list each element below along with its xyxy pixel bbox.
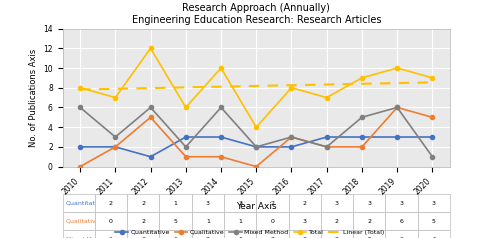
X-axis label: Year Axis: Year Axis bbox=[236, 202, 277, 211]
Title: Research Approach (Annually)
Engineering Education Research: Research Articles: Research Approach (Annually) Engineering… bbox=[132, 3, 381, 25]
Legend: Quantitative, Qualitative, Mixed Method, Total, Linear (Total): Quantitative, Qualitative, Mixed Method,… bbox=[113, 227, 387, 237]
Y-axis label: No. of Publications Axis: No. of Publications Axis bbox=[28, 49, 38, 147]
